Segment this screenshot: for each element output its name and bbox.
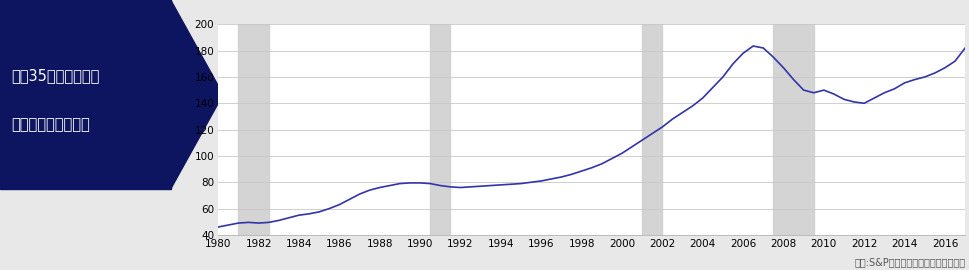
Bar (430, 24, 450, 235)
Text: 過去35年間における: 過去35年間における (12, 68, 100, 83)
Text: 出所:S&Pケース・シラー住宅価格指数: 出所:S&Pケース・シラー住宅価格指数 (853, 257, 964, 267)
Text: 米国の住宅価格推移: 米国の住宅価格推移 (12, 117, 90, 132)
Bar (238, 24, 268, 235)
Bar (772, 24, 813, 235)
Bar (0, 0, 171, 189)
Bar (641, 24, 662, 235)
Polygon shape (0, 0, 223, 189)
